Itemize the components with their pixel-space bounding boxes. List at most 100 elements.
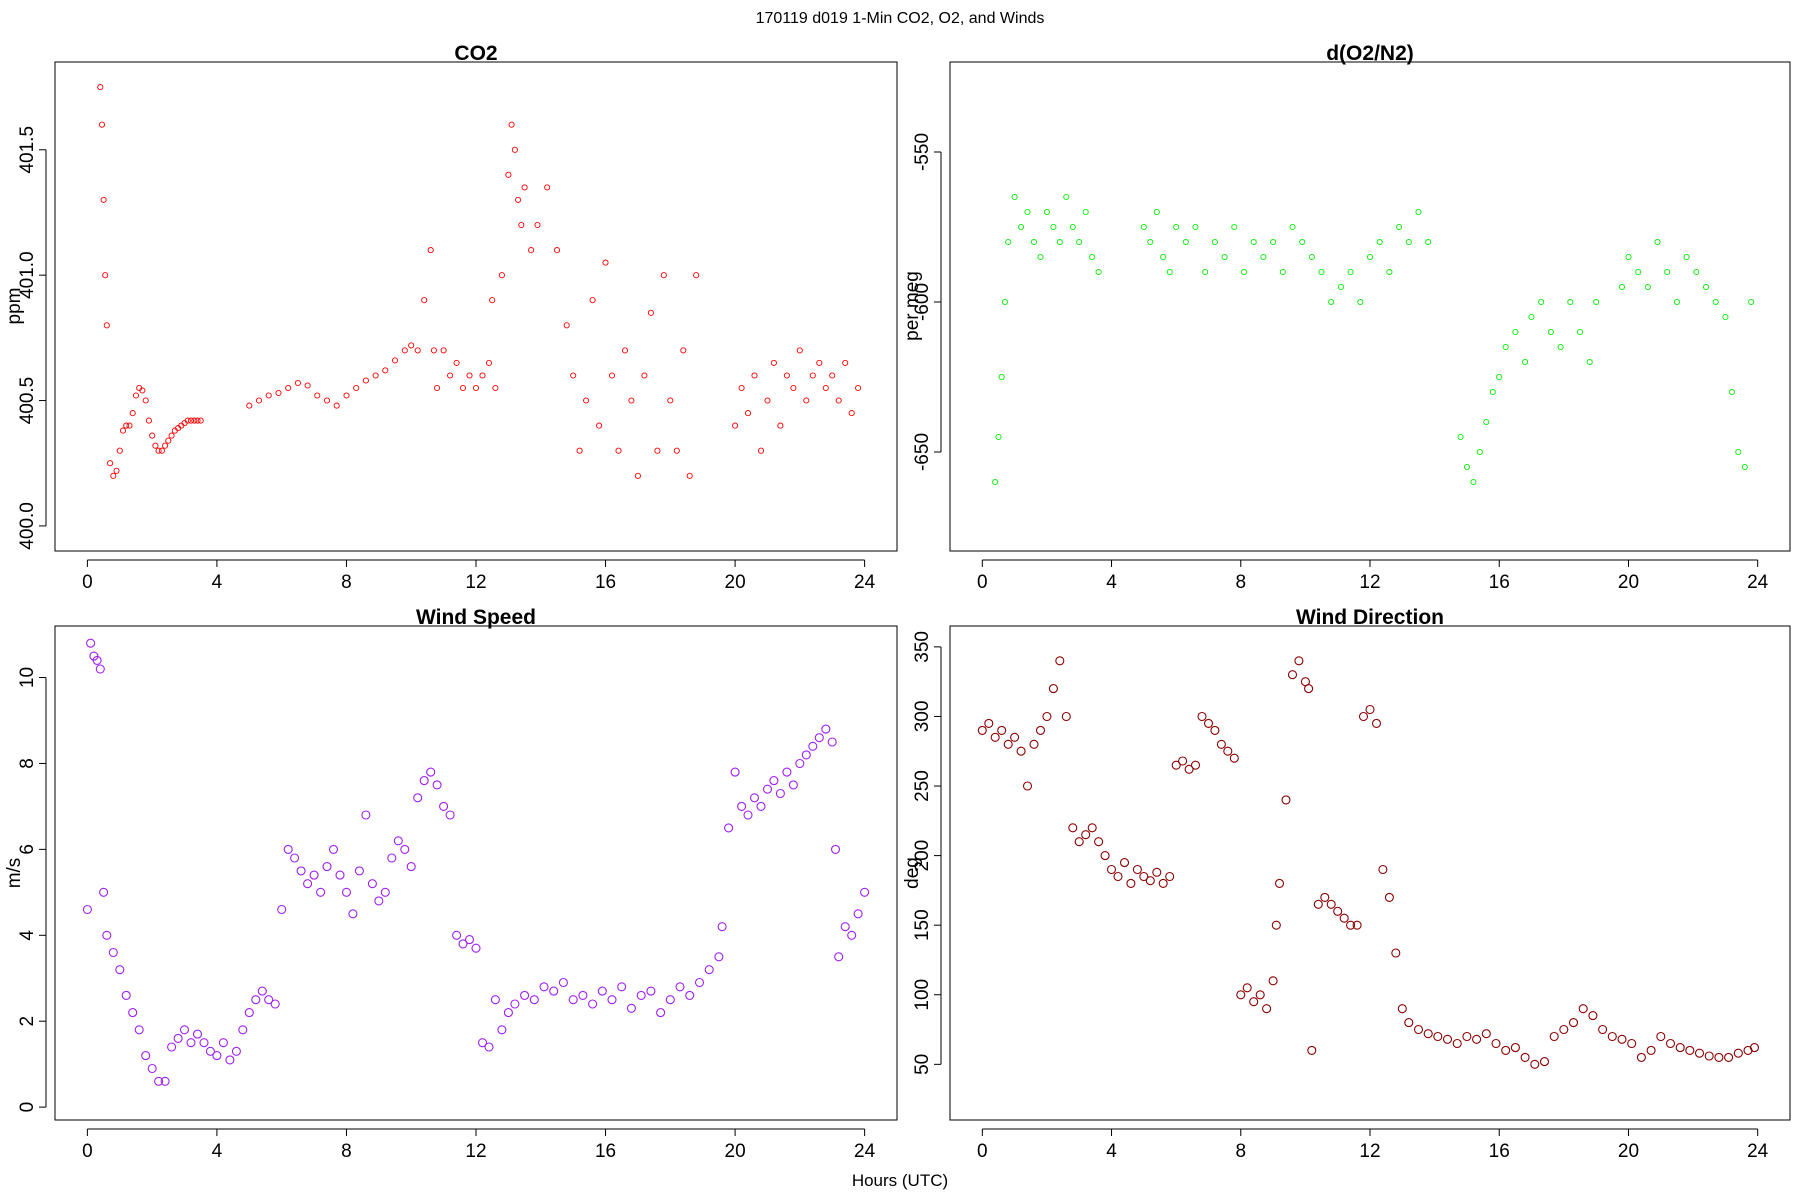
data-point <box>110 472 117 479</box>
data-point <box>1510 1043 1520 1053</box>
data-point <box>108 947 118 958</box>
x-tick-label: 8 <box>1235 1141 1246 1162</box>
data-point <box>1644 283 1651 291</box>
data-point <box>1481 1029 1491 1039</box>
data-point <box>343 392 350 399</box>
data-point <box>427 247 434 254</box>
data-point <box>316 887 326 897</box>
data-point <box>1173 223 1180 231</box>
data-point <box>1576 328 1584 336</box>
data-point <box>1386 268 1393 276</box>
data-point <box>1578 1004 1588 1014</box>
data-point <box>518 221 525 229</box>
data-point <box>1160 253 1167 261</box>
plot-frame <box>949 61 1791 552</box>
data-point <box>1048 684 1058 694</box>
data-point <box>244 1008 254 1018</box>
data-point <box>391 357 399 364</box>
data-point <box>419 776 429 786</box>
data-point <box>1299 238 1306 246</box>
data-point <box>1588 1011 1598 1021</box>
data-point <box>1530 1059 1540 1069</box>
data-point <box>615 447 622 454</box>
data-point <box>1063 193 1070 201</box>
data-point <box>1249 997 1259 1007</box>
data-point <box>1472 1034 1482 1044</box>
data-point <box>309 870 319 880</box>
data-point <box>421 297 428 304</box>
data-point <box>103 322 110 329</box>
data-point <box>452 930 462 940</box>
data-point <box>829 372 836 379</box>
data-point <box>764 397 771 404</box>
data-point <box>294 379 301 387</box>
data-point <box>1037 253 1044 261</box>
x-tick-label: 24 <box>1747 572 1769 593</box>
data-point <box>458 939 468 949</box>
data-point <box>1308 253 1315 261</box>
data-point <box>191 417 198 424</box>
data-point <box>1384 892 1394 902</box>
data-point <box>1735 448 1742 456</box>
data-point <box>1068 823 1078 833</box>
data-point <box>406 862 416 872</box>
data-point <box>1528 313 1535 321</box>
data-point <box>1100 851 1110 861</box>
data-point <box>477 1038 488 1048</box>
x-tick-label: 20 <box>1618 572 1639 593</box>
y-tick-label: 4 <box>17 930 38 941</box>
data-point <box>296 866 306 876</box>
data-point <box>1095 268 1102 276</box>
data-point <box>704 965 714 975</box>
data-point <box>534 221 541 229</box>
data-point <box>1714 1052 1724 1062</box>
data-point <box>1358 711 1369 722</box>
y-tick-label: 6 <box>17 844 38 855</box>
data-point <box>147 1063 157 1074</box>
data-point <box>173 1033 183 1043</box>
data-point <box>1106 864 1117 875</box>
data-point <box>1673 298 1680 306</box>
x-tick-label: 0 <box>977 1141 988 1162</box>
x-tick-label: 4 <box>1106 1141 1117 1162</box>
data-point <box>361 810 371 820</box>
data-point <box>1001 298 1008 306</box>
data-point <box>769 776 779 786</box>
data-point <box>1712 298 1719 306</box>
data-point <box>744 410 752 417</box>
data-point <box>840 922 850 932</box>
data-point <box>367 879 377 889</box>
data-point <box>997 725 1007 735</box>
data-point <box>1457 433 1464 441</box>
data-point <box>570 372 577 379</box>
data-point <box>498 272 505 279</box>
data-point <box>485 359 493 366</box>
data-point <box>97 84 104 91</box>
data-point <box>1404 1018 1414 1028</box>
data-point <box>1171 760 1181 770</box>
y-tick-label: 400.0 <box>17 502 38 550</box>
data-point <box>558 977 568 988</box>
data-point <box>1568 1018 1579 1028</box>
x-tick-label: 12 <box>1359 1141 1380 1162</box>
data-point <box>1549 1031 1559 1042</box>
data-point <box>855 384 862 392</box>
data-point <box>641 372 648 379</box>
data-point <box>634 472 641 479</box>
data-point <box>842 359 849 366</box>
data-point <box>1074 837 1084 847</box>
data-point <box>479 372 486 379</box>
data-point <box>445 810 455 820</box>
data-point <box>1055 656 1065 666</box>
data-point <box>1192 223 1199 231</box>
data-point <box>492 384 499 392</box>
data-point <box>1733 1048 1743 1058</box>
data-point <box>1425 238 1432 246</box>
y-axis-label: ppm <box>4 288 25 325</box>
co2-points <box>97 84 862 479</box>
data-point <box>589 297 596 304</box>
data-point <box>1501 1045 1511 1055</box>
data-point <box>529 995 539 1005</box>
data-point <box>1229 753 1239 763</box>
